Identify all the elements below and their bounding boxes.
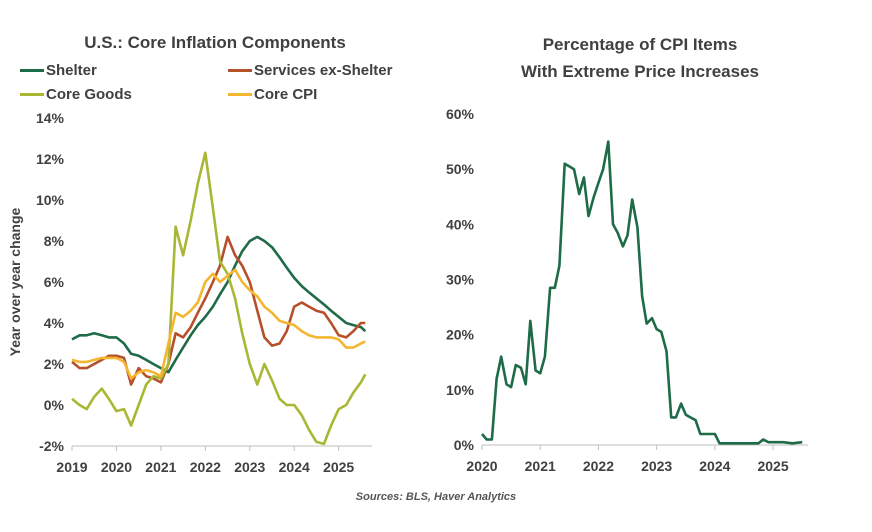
left-chart-y-tick-0: 0% [44, 397, 65, 413]
source-note: Sources: BLS, Haver Analytics [355, 491, 517, 503]
left-chart-y-tick-2: -2% [39, 438, 64, 454]
left-chart-x-tick-2021: 2021 [145, 459, 176, 475]
left-chart-x-tick-2025: 2025 [323, 459, 354, 475]
right-chart-title-line-1: Percentage of CPI Items [542, 35, 738, 54]
right-chart-x-tick-2023: 2023 [641, 458, 672, 474]
legend-swatch-core-cpi [228, 93, 252, 96]
left-chart: -2% 0% 2% 4% 6% 8% 10% 12% 14% 2019 2020 2021 2022 20… [7, 110, 372, 475]
right-chart-y-tick-50: 50% [446, 161, 475, 177]
left-chart-title: U.S.: Core Inflation Components [84, 33, 346, 52]
legend-label-shelter: Shelter [46, 62, 97, 79]
legend-swatch-core-goods [20, 93, 44, 96]
left-chart-x-tick-2020: 2020 [101, 459, 132, 475]
legend-swatch-shelter [20, 69, 44, 72]
left-chart-x-tick-2024: 2024 [279, 459, 310, 475]
right-chart-y-tick-20: 20% [446, 327, 475, 343]
right-chart-y-tick-30: 30% [446, 272, 475, 288]
legend-label-services-ex-shelter: Services ex-Shelter [254, 62, 393, 79]
right-chart-x-tick-2025: 2025 [757, 458, 788, 474]
right-chart-y-tick-40: 40% [446, 216, 475, 232]
right-chart-y-tick-0: 0% [454, 437, 475, 453]
left-chart-y-tick-2: 2% [44, 356, 65, 372]
right-chart-y-tick-10: 10% [446, 382, 475, 398]
right-chart-x-tick-2022: 2022 [583, 458, 614, 474]
legend-item-services-ex-shelter: Services ex-Shelter [228, 62, 392, 79]
legend-item-core-cpi: Core CPI [228, 86, 317, 103]
left-chart-series-core-cpi [71, 268, 366, 380]
right-chart-series-0 [481, 140, 803, 445]
left-chart-y-tick-8: 8% [44, 233, 65, 249]
left-chart-y-tick-10: 10% [36, 192, 65, 208]
left-chart-x-tick-2019: 2019 [56, 459, 87, 475]
left-chart-series-core-goods [71, 151, 367, 446]
right-chart: 0% 10% 20% 30% 40% 50% 60% 2020 2021 2022 2023 2024… [446, 106, 808, 474]
right-chart-x-tick-2024: 2024 [699, 458, 730, 474]
left-chart-x-tick-2023: 2023 [234, 459, 265, 475]
left-chart-series-shelter [71, 235, 367, 374]
legend-item-shelter: Shelter [20, 62, 97, 79]
left-chart-series-services-ex-shelter [71, 235, 366, 386]
legend-label-core-goods: Core Goods [46, 86, 132, 103]
right-chart-y-tick-60: 60% [446, 106, 475, 122]
left-chart-y-axis-label: Year over year change [7, 207, 23, 356]
right-chart-x-tick-2020: 2020 [466, 458, 497, 474]
right-chart-title-line-2: With Extreme Price Increases [521, 62, 759, 81]
left-chart-y-tick-6: 6% [44, 274, 65, 290]
legend-item-core-goods: Core Goods [20, 86, 132, 103]
legend-swatch-services-ex-shelter [228, 69, 252, 72]
left-chart-y-tick-4: 4% [44, 315, 65, 331]
left-chart-y-tick-12: 12% [36, 151, 65, 167]
left-chart-y-tick-14: 14% [36, 110, 65, 126]
right-chart-x-tick-2021: 2021 [525, 458, 556, 474]
left-chart-x-tick-2022: 2022 [190, 459, 221, 475]
legend-label-core-cpi: Core CPI [254, 86, 318, 103]
